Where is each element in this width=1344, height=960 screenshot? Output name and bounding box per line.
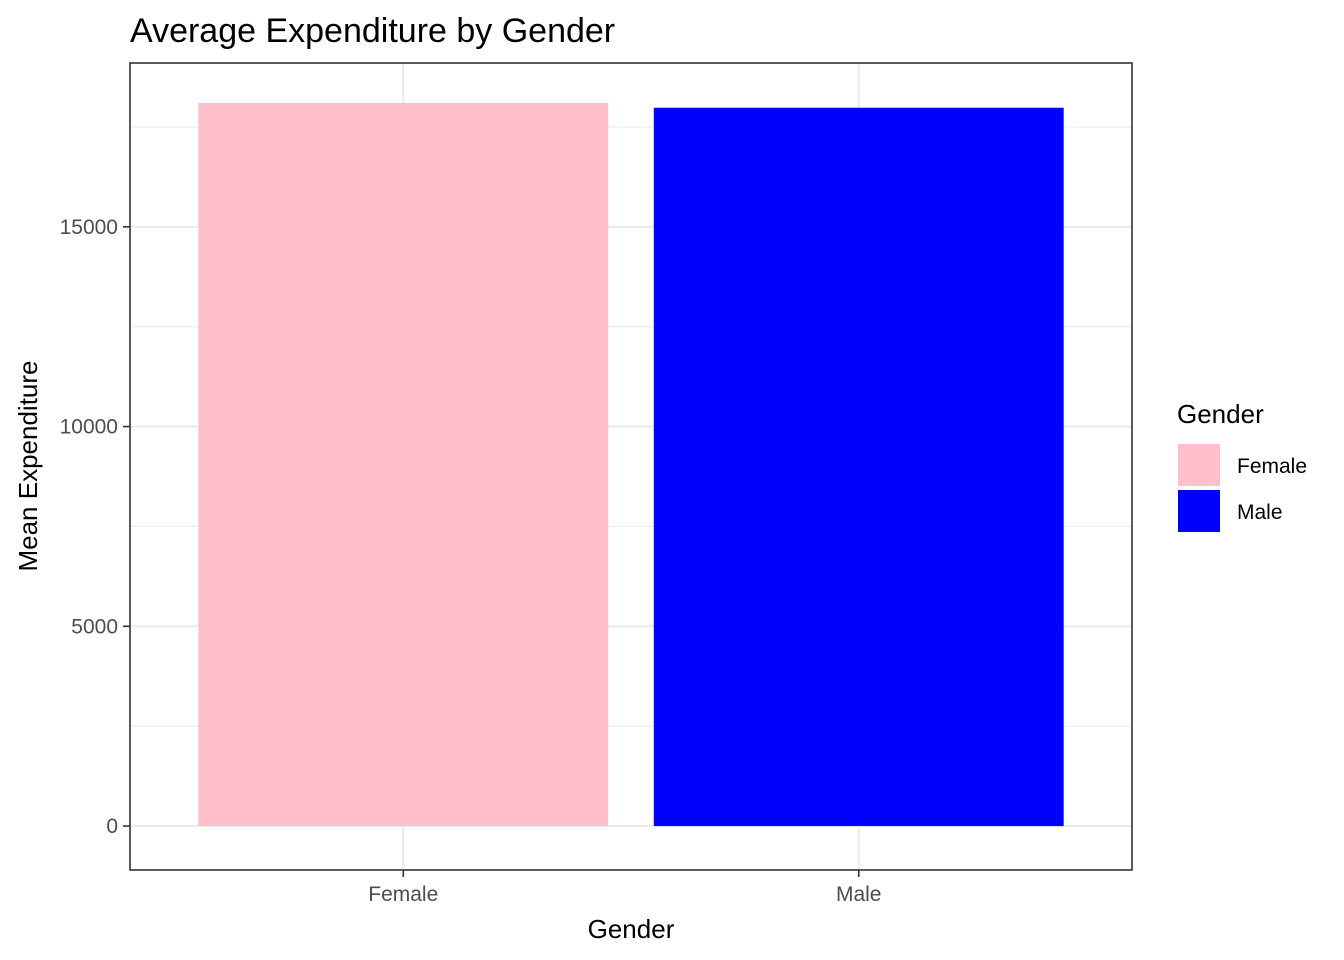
x-tick-label: Female [368, 883, 438, 906]
x-tick-label: Male [836, 883, 882, 906]
x-axis: Female Male [368, 870, 881, 906]
y-tick-label: 10000 [60, 416, 118, 439]
legend-key-male [1178, 490, 1220, 532]
y-tick-label: 5000 [71, 615, 118, 638]
y-axis: 0 5000 10000 15000 [60, 216, 130, 838]
legend: Gender Female Male [1177, 399, 1307, 532]
chart-title: Average Expenditure by Gender [130, 12, 615, 50]
legend-label-male: Male [1237, 501, 1283, 524]
legend-label-female: Female [1237, 455, 1307, 478]
y-tick-label: 15000 [60, 216, 118, 239]
bars [198, 102, 1064, 827]
x-axis-title: Gender [588, 914, 675, 944]
bar-female [198, 102, 609, 827]
legend-key-female [1178, 444, 1220, 486]
y-tick-label: 0 [106, 815, 118, 838]
y-axis-title: Mean Expenditure [13, 360, 43, 571]
bar-male [653, 107, 1064, 827]
panel-border [129, 62, 1133, 871]
legend-title: Gender [1177, 399, 1264, 429]
